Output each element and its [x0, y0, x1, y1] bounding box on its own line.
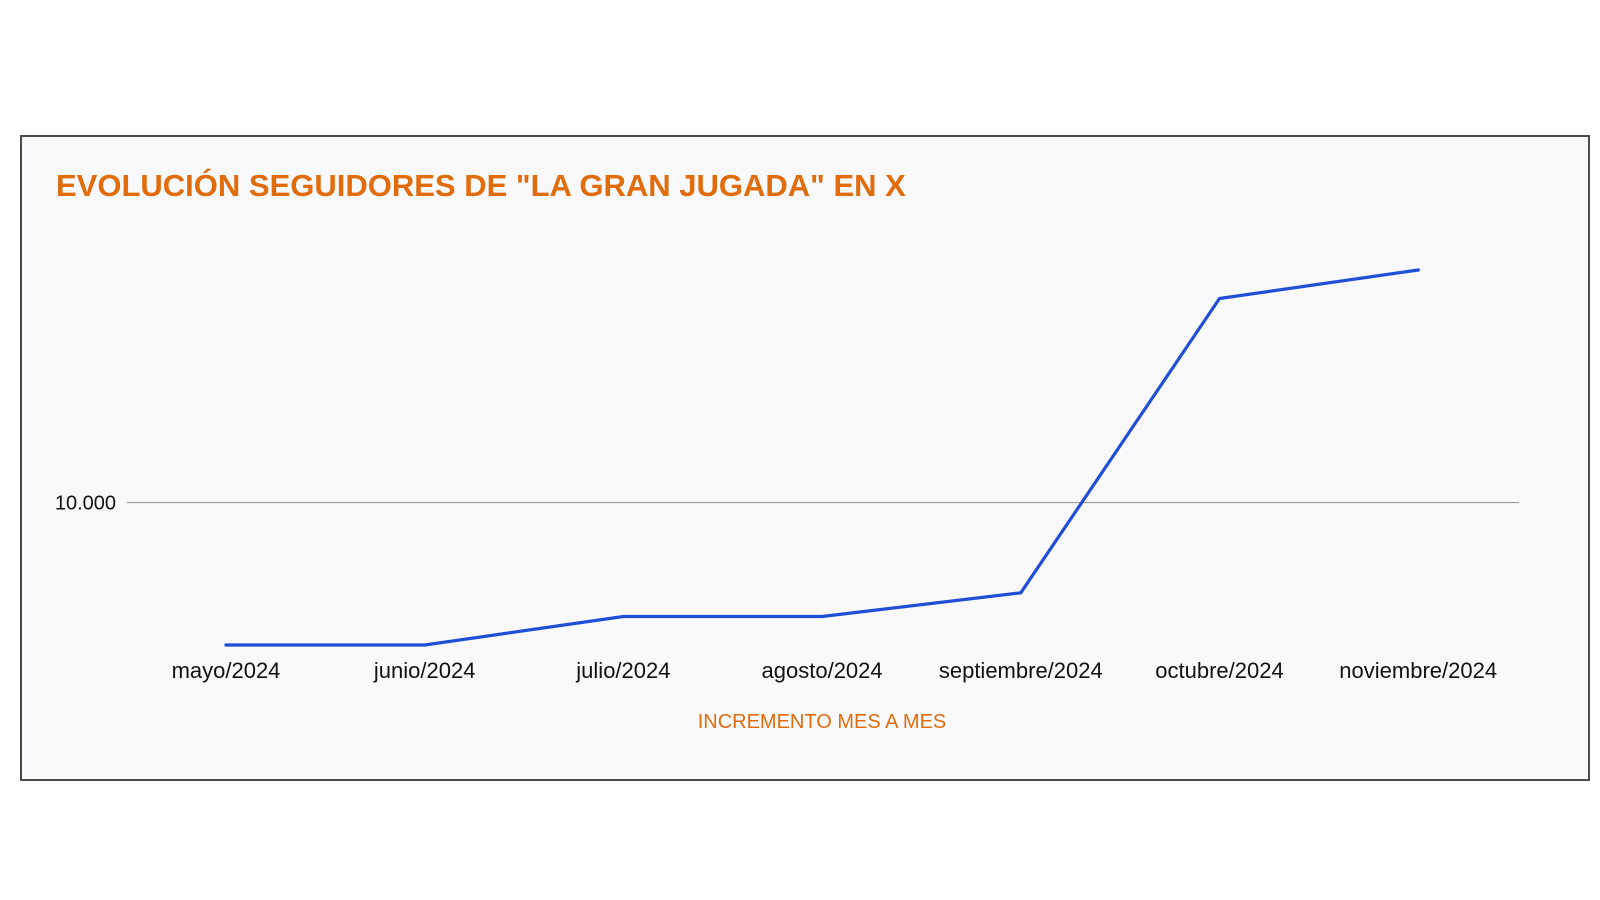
- x-axis-ticks: mayo/2024 junio/2024 julio/2024 agosto/2024…: [172, 658, 1498, 683]
- chart-frame: EVOLUCIÓN SEGUIDORES DE "LA GRAN JUGADA"…: [20, 135, 1590, 781]
- data-point: [224, 643, 228, 647]
- chart-title: EVOLUCIÓN SEGUIDORES DE "LA GRAN JUGADA"…: [56, 167, 906, 203]
- x-tick-label: agosto/2024: [762, 658, 883, 683]
- data-point: [820, 614, 824, 619]
- x-tick-label: junio/2024: [373, 658, 476, 683]
- line-chart: EVOLUCIÓN SEGUIDORES DE "LA GRAN JUGADA"…: [55, 167, 1519, 733]
- x-tick-label: mayo/2024: [172, 658, 281, 683]
- data-point: [1217, 296, 1222, 301]
- x-tick-label: septiembre/2024: [939, 658, 1103, 683]
- x-tick-label: noviembre/2024: [1339, 658, 1497, 683]
- data-point: [1019, 591, 1023, 595]
- data-point: [621, 614, 626, 619]
- data-point: [1416, 268, 1420, 272]
- x-tick-label: octubre/2024: [1155, 658, 1283, 683]
- series-line-0: [224, 268, 1420, 647]
- y-tick-label: 10.000: [55, 493, 116, 515]
- x-axis-label: INCREMENTO MES A MES: [698, 711, 947, 733]
- data-point: [423, 643, 427, 647]
- y-axis-ticks: 10.000: [55, 493, 116, 515]
- x-tick-label: julio/2024: [575, 658, 670, 683]
- series-layer: [224, 268, 1420, 647]
